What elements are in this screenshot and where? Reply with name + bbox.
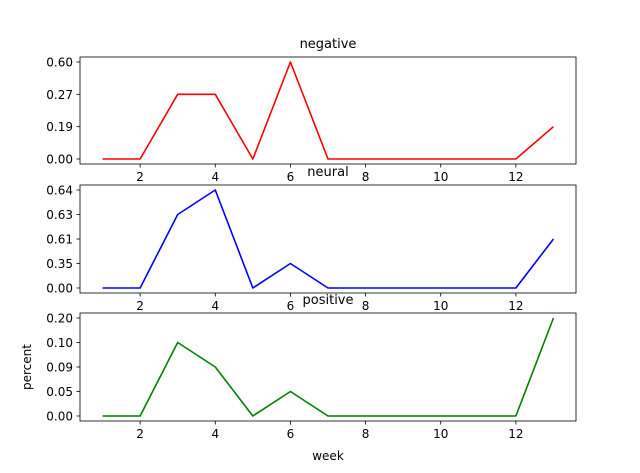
y-tick-label: 0.35 <box>46 257 73 271</box>
x-tick-label: 2 <box>136 299 144 313</box>
x-tick-label: 8 <box>362 299 370 313</box>
y-tick-label: 0.63 <box>46 208 73 222</box>
x-tick-label: 12 <box>508 170 523 184</box>
y-tick-label: 0.27 <box>46 88 73 102</box>
y-tick-label: 0.61 <box>46 233 73 247</box>
x-tick-label: 12 <box>508 427 523 441</box>
y-tick-label: 0.00 <box>46 282 73 296</box>
y-axis-label: percent <box>20 344 34 390</box>
panel-title: positive <box>303 293 354 308</box>
plot-frame <box>79 56 577 165</box>
x-tick-label: 2 <box>136 170 144 184</box>
x-tick-label: 8 <box>362 427 370 441</box>
y-tick-label: 0.10 <box>46 336 73 350</box>
chart-panel-neural: 2 4 6 8 10 12 0.00 0.35 0.61 0.63 0.64 neural <box>46 165 577 313</box>
chart-panel-positive: 2 4 6 8 10 12 0.00 0.05 0.09 0.10 0.20 positive week… <box>20 293 577 463</box>
panel-title: negative <box>300 37 357 52</box>
series-line-positive <box>102 317 555 417</box>
y-tick-label: 0.60 <box>46 56 73 70</box>
x-tick-label: 10 <box>433 170 448 184</box>
y-tick-label: 0.20 <box>46 312 73 326</box>
y-tick-label: 0.19 <box>46 120 73 134</box>
y-tick-label: 0.09 <box>46 361 73 375</box>
series-line-negative <box>102 61 554 160</box>
x-tick-label: 6 <box>287 299 295 313</box>
y-tick-label: 0.05 <box>46 385 73 399</box>
x-tick-label: 4 <box>211 427 219 441</box>
y-tick-label: 0.00 <box>46 153 73 167</box>
x-tick-label: 8 <box>362 170 370 184</box>
x-tick-label: 10 <box>433 427 448 441</box>
x-tick-label: 6 <box>287 170 295 184</box>
y-tick-label: 0.64 <box>46 184 73 198</box>
y-tick-label: 0.00 <box>46 410 73 424</box>
plot-frame <box>79 312 577 422</box>
x-axis-label: week <box>312 449 344 463</box>
x-tick-label: 6 <box>287 427 295 441</box>
x-tick-label: 2 <box>136 427 144 441</box>
plot-frame <box>79 184 577 294</box>
series-line-neural <box>102 189 555 289</box>
panel-title: neural <box>307 165 348 180</box>
x-tick-label: 4 <box>211 299 219 313</box>
x-tick-label: 12 <box>508 299 523 313</box>
x-tick-label: 4 <box>211 170 219 184</box>
x-tick-label: 10 <box>433 299 448 313</box>
chart-panel-negative: 2 4 6 8 10 12 0.00 0.19 0.27 0.60 negative <box>46 37 577 184</box>
